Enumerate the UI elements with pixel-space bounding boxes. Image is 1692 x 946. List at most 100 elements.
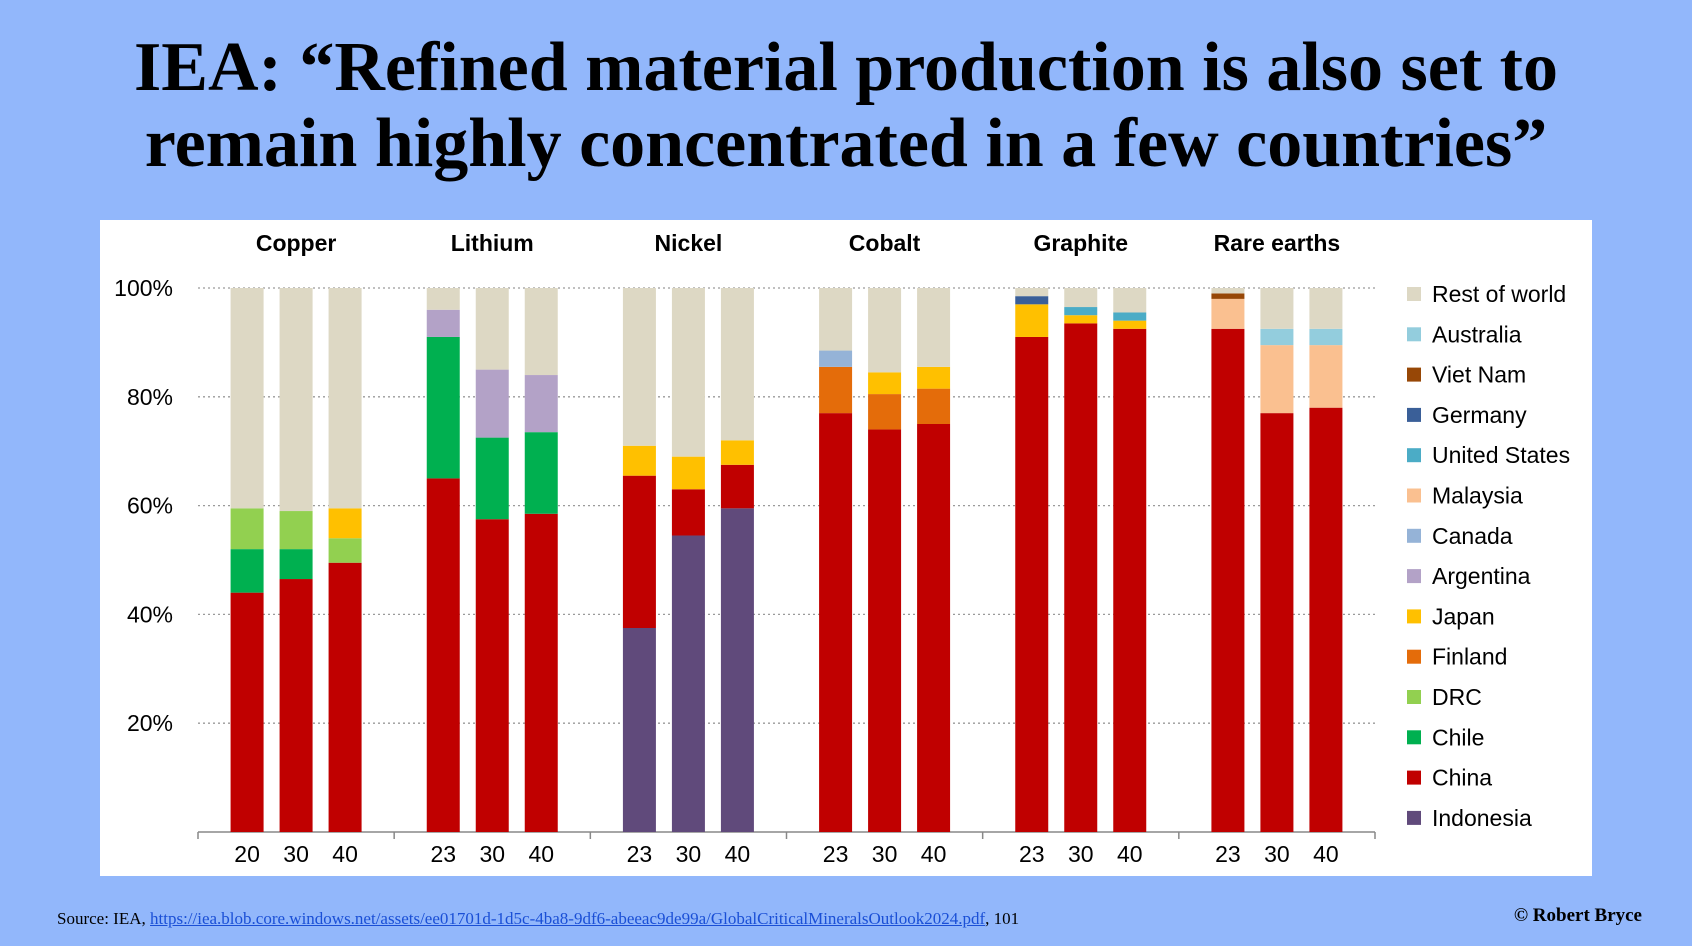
legend-swatch [1407,407,1421,422]
x-tick-label: 30 [283,841,309,867]
x-tick-label: 40 [332,841,358,867]
bar-segment [475,437,509,520]
bar-segment [1015,336,1049,832]
legend-swatch [1407,287,1421,301]
slide-title-line-1: IEA: “Refined material production is als… [134,29,1558,106]
x-tick-label: 30 [1264,841,1290,867]
legend-entry: Finland [1432,644,1507,670]
bar-segment [720,464,754,509]
source-link[interactable]: https://iea.blob.core.windows.net/assets… [150,909,986,928]
legend-entry: Rest of world [1432,281,1566,307]
x-tick-label: 40 [725,841,751,867]
bar-segment [819,366,853,414]
legend-swatch [1407,730,1421,745]
bar-segment [230,288,264,509]
bar-segment [1260,288,1294,329]
bar-segment [1015,288,1049,297]
bar-segment [622,628,656,832]
bar-segment [1309,345,1343,408]
bar-segment [475,288,509,370]
bar-segment [720,288,754,441]
x-tick-label: 23 [430,841,456,867]
bar-segment [426,288,460,310]
bar-segment [475,519,509,832]
y-tick-label: 20% [127,710,173,736]
bar-segment [230,508,264,550]
legend-swatch [1407,569,1421,584]
group-title: Copper [256,230,337,256]
bar-segment [1211,328,1245,832]
bar-segment [524,375,558,433]
bar-segment [720,440,754,465]
group-title: Rare earths [1214,230,1341,256]
bar-segment [1309,407,1343,832]
bar-segment [426,309,460,337]
legend-entry: Viet Nam [1432,362,1526,388]
bar-segment [868,429,902,832]
legend-swatch [1407,609,1421,624]
legend-swatch [1407,770,1421,785]
bar-segment [230,592,264,832]
group-title: Nickel [655,230,723,256]
legend-entry: Canada [1432,523,1513,549]
legend-entry: Germany [1432,402,1527,428]
x-tick-label: 30 [872,841,898,867]
group-title: Cobalt [849,230,921,256]
x-tick-label: 40 [528,841,554,867]
x-tick-label: 23 [1215,841,1241,867]
legend-swatch [1407,488,1421,503]
bar-segment [1064,323,1098,832]
bar-segment [279,511,313,550]
bar-segment [1260,328,1294,346]
bar-segment [1211,298,1245,329]
legend-swatch [1407,327,1421,342]
slide-title-line-2: remain highly concentrated in a few coun… [144,105,1548,182]
chart-panel: 20% 40% 60% 80% 100% Copper 20 30 40 Lithium 23 30 4… [100,220,1592,876]
bar-segment [868,394,902,430]
x-tick-label: 40 [1313,841,1339,867]
x-tick-label: 30 [479,841,505,867]
bar-segment [1309,328,1343,346]
bar-segment [1015,304,1049,337]
bar-segment [671,288,705,457]
legend-swatch [1407,649,1421,664]
bar-segment [622,475,656,628]
bar-segment [524,288,558,376]
bar-segment [426,336,460,479]
y-tick-label: 80% [127,384,173,410]
bar-segment [671,489,705,536]
bar-segment [868,288,902,373]
bar-segment [328,562,362,832]
bar-segment [328,508,362,539]
bar-segment [1113,312,1147,321]
group-title: Lithium [451,230,534,256]
bar-segment [1113,328,1147,832]
bar-segment [819,288,853,351]
bar-segment [1113,288,1147,313]
copyright-notice: © Robert Bryce [1513,905,1642,926]
bar-segment [475,369,509,438]
x-tick-label: 40 [921,841,947,867]
bar-segment [328,538,362,563]
legend-swatch [1407,690,1421,704]
bar-segment [1309,288,1343,329]
slide-title: IEA: “Refined material production is als… [0,30,1692,182]
bar-segment [1211,288,1245,294]
bar-segment [622,445,656,476]
y-tick-label: 40% [127,601,173,627]
legend-swatch [1407,810,1421,825]
legend-swatch [1407,448,1421,463]
legend-entry: Japan [1432,603,1495,629]
bar-segment [1113,320,1147,329]
source-prefix: Source: IEA, [57,909,151,928]
source-citation: Source: IEA, https://iea.blob.core.windo… [57,909,1019,929]
x-tick-label: 23 [627,841,653,867]
legend-entry: United States [1432,442,1570,468]
legend-entry: Malaysia [1432,483,1523,509]
bar-segment [1211,293,1245,299]
legend-entry: Indonesia [1432,805,1532,831]
legend-entry: Argentina [1432,563,1531,589]
bar-segment [917,366,951,389]
bar-segment [279,288,313,512]
bar-segment [1015,296,1049,305]
